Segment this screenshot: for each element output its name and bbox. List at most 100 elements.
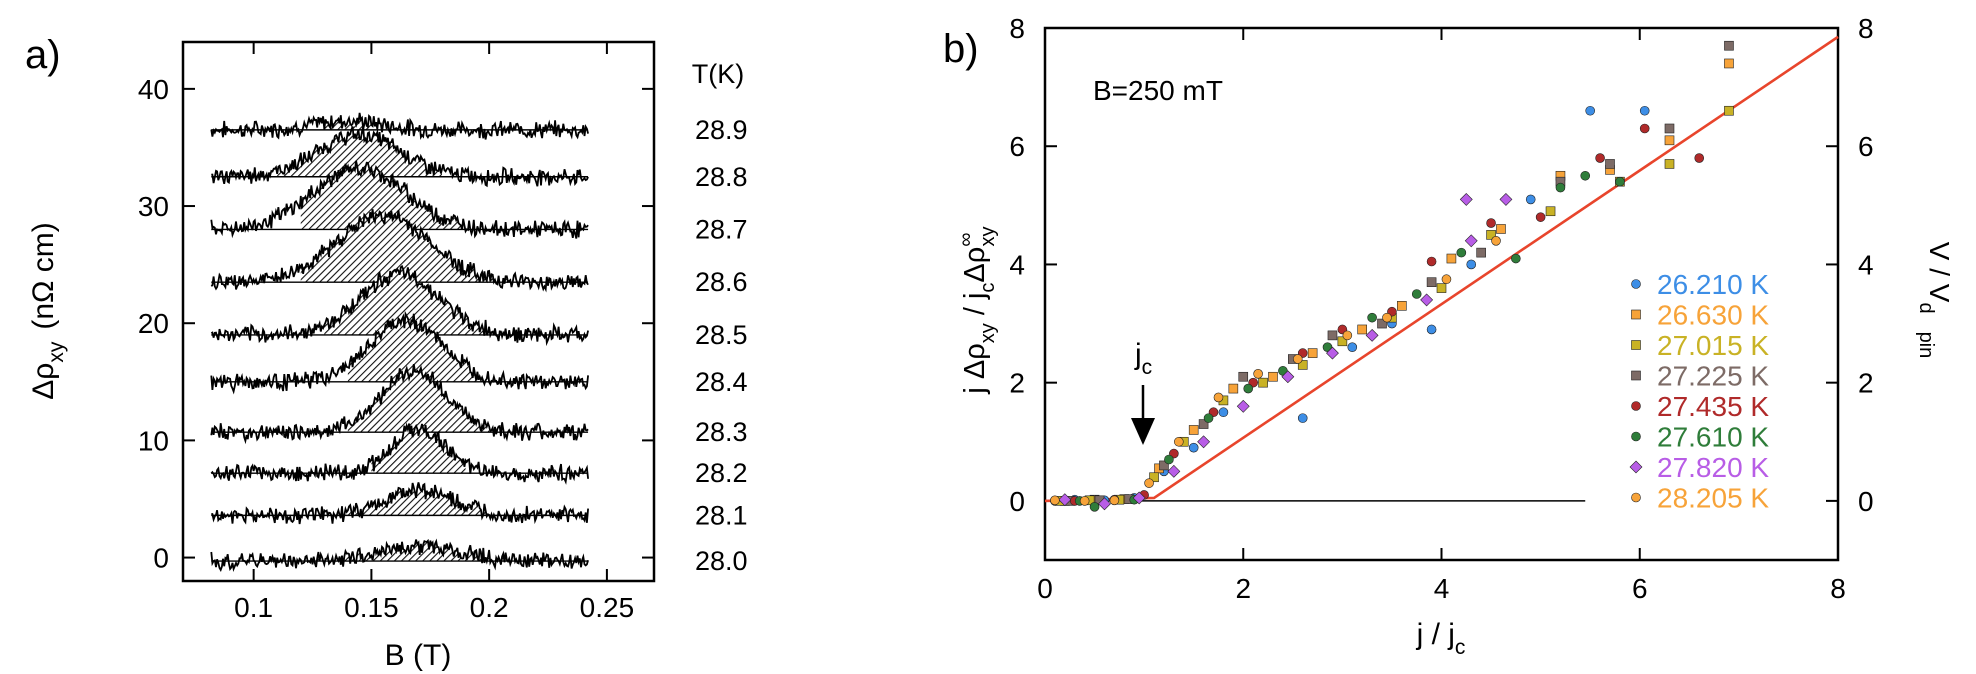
panel-a-trace	[210, 310, 589, 395]
panel-b-x-tick-label: 0	[1037, 573, 1053, 604]
panel-b-legend: 26.210 K26.630 K27.015 K27.225 K27.435 K…	[1629, 269, 1769, 514]
panel-b-data-point	[1511, 253, 1521, 264]
panel-b-series-28-205-K	[1050, 236, 1501, 506]
panel-a-trace	[210, 160, 589, 239]
panel-b-legend-marker	[1631, 431, 1641, 442]
panel-b-data-point	[1297, 413, 1308, 423]
panel-b-data-point	[1420, 293, 1434, 307]
panel-a-temperature-labels: 28.9 28.8 28.7 28.6 28.5 28.4 28.3 28.2 28.1 28.0	[695, 115, 748, 576]
panel-b-data-point	[1238, 371, 1249, 382]
panel-a-trace	[210, 422, 589, 485]
panel-b-legend-label: 27.610 K	[1657, 422, 1769, 453]
panel-b-data-point	[1496, 224, 1506, 234]
panel-a-x-tick-label: 0.15	[344, 592, 399, 623]
panel-b-data-point	[1441, 274, 1452, 285]
panel-b-right-tick-label: 2	[1858, 368, 1874, 399]
panel-a-y-tick-label: 10	[138, 425, 169, 456]
panel-b-x-axis-title: j / jc	[1416, 618, 1466, 659]
panel-b-series-27-820-K	[1058, 192, 1513, 511]
panel-a-temperature-label: 28.4	[695, 367, 748, 397]
panel-b-series-26-210-K	[1050, 105, 1650, 506]
panel-b-x-tick-label: 8	[1830, 573, 1846, 604]
panel-b-data-point	[1164, 454, 1174, 465]
panel-a-frame	[181, 40, 656, 583]
panel-b-data-point	[1149, 472, 1159, 483]
panel-b-data-point	[1058, 493, 1072, 507]
panel-b-x-tick-label: 2	[1235, 573, 1251, 604]
panel-b-data-point	[1411, 289, 1422, 299]
panel-b-data-point	[1639, 123, 1650, 134]
panel-b-data-point	[1292, 354, 1303, 364]
panel-b-right-tick-label: 6	[1858, 131, 1874, 162]
panel-a-temperature-label: 28.2	[695, 458, 748, 488]
panel-b-data-point	[1253, 368, 1263, 379]
panel-b-data-point	[1167, 464, 1181, 478]
panel-a-y-axis: 0 10 20 30 40	[138, 74, 654, 574]
panel-b-data-point	[1089, 501, 1100, 512]
panel-a-y-tick-label: 0	[153, 543, 169, 574]
panel-b-data-point	[1198, 419, 1209, 429]
panel-b-legend-label: 27.225 K	[1657, 361, 1769, 392]
panel-a-label: a)	[25, 33, 61, 77]
panel-a-y-tick-label: 30	[138, 191, 169, 222]
panel-a-curve-28.9	[210, 112, 589, 140]
panel-a-shaded-area	[300, 160, 490, 230]
panel-a-shaded-area	[371, 423, 466, 474]
panel-a: a) 0 10 20 30 40 0.1 0.15 0.2 0.25 28.9 28.8 28.7…	[25, 33, 748, 672]
panel-a-x-tick-label: 0.25	[580, 592, 635, 623]
panel-a-curve-28.3	[210, 363, 589, 445]
panel-b-axes: 0 0 2 2 4 4 6 6 8 8 0 2 4 6 8	[1009, 13, 1873, 604]
panel-b-data-point	[1197, 435, 1211, 449]
panel-b-data-point	[1159, 460, 1169, 471]
panel-b-data-point	[1464, 234, 1478, 248]
panel-b-data-point	[1426, 256, 1437, 267]
panel-b-data-point	[1188, 425, 1199, 435]
panel-b-data-point	[1664, 159, 1675, 169]
panel-a-shaded-area	[324, 266, 501, 335]
panel-a-y-tick-label: 20	[138, 308, 169, 339]
panel-a-curve-28.0	[210, 538, 589, 572]
panel-a-temperature-label: 28.5	[695, 320, 748, 350]
panel-b-data-point	[1281, 370, 1295, 384]
panel-b-data-point	[1491, 236, 1501, 246]
panel-b-data-point	[1382, 312, 1392, 323]
panel-b-y-tick-label: 2	[1009, 368, 1025, 399]
panel-b-data-point	[1486, 230, 1496, 240]
panel-b-data-point	[1724, 40, 1734, 51]
panel-b-data-point	[1327, 330, 1338, 341]
panel-b-data-point	[1342, 330, 1353, 341]
panel-b-y-axis-title: j Δρxy / jcΔρ∞xy	[955, 226, 999, 394]
panel-b-data-point	[1639, 105, 1650, 116]
panel-b-data-point	[1079, 496, 1090, 506]
panel-a-temperature-label: 28.9	[695, 115, 748, 145]
panel-a-x-axis-title: B (T)	[385, 639, 452, 672]
panel-b-data-point	[1132, 491, 1146, 505]
panel-b-x-tick-label: 6	[1632, 573, 1648, 604]
panel-a-temperature-label: 28.6	[695, 267, 748, 297]
panel-b-data-point	[1585, 105, 1595, 116]
panel-a-trace	[210, 264, 589, 347]
panel-b-legend-marker	[1631, 401, 1641, 411]
panel-b-right-tick-label: 4	[1858, 249, 1874, 280]
panel-b-legend-marker	[1631, 340, 1641, 350]
panel-b-data-point	[1213, 392, 1224, 403]
panel-b-data-point	[1098, 497, 1111, 511]
panel-b-legend-marker	[1631, 370, 1641, 381]
panel-b-right-axis-title: V / Vd pin	[1915, 242, 1955, 359]
panel-a-trace	[210, 209, 589, 293]
panel-a-trace	[211, 482, 589, 525]
panel-a-curve-28.1	[211, 482, 589, 525]
panel-b-data-point	[1050, 495, 1060, 506]
panel-b-data-point	[1367, 312, 1377, 323]
panel-a-x-tick-label: 0.2	[470, 592, 509, 623]
panel-b-data-point	[1426, 324, 1437, 335]
panel-b-annotation: B=250 mT	[1093, 75, 1223, 106]
panel-b-legend-marker	[1631, 492, 1641, 503]
panel-b-data-point	[1174, 436, 1184, 447]
panel-b-data-point	[1545, 206, 1556, 217]
panel-b-legend-label: 27.820 K	[1657, 452, 1769, 483]
panel-b-data-point	[1535, 212, 1546, 222]
jc-arrow-label: jc	[1134, 338, 1152, 379]
panel-b: b) 0 0 2 2 4 4 6 6 8 8 0 2 4 6 8 26.210 K26.630 K27.01…	[943, 13, 1955, 659]
panel-b-legend-marker	[1629, 460, 1643, 474]
